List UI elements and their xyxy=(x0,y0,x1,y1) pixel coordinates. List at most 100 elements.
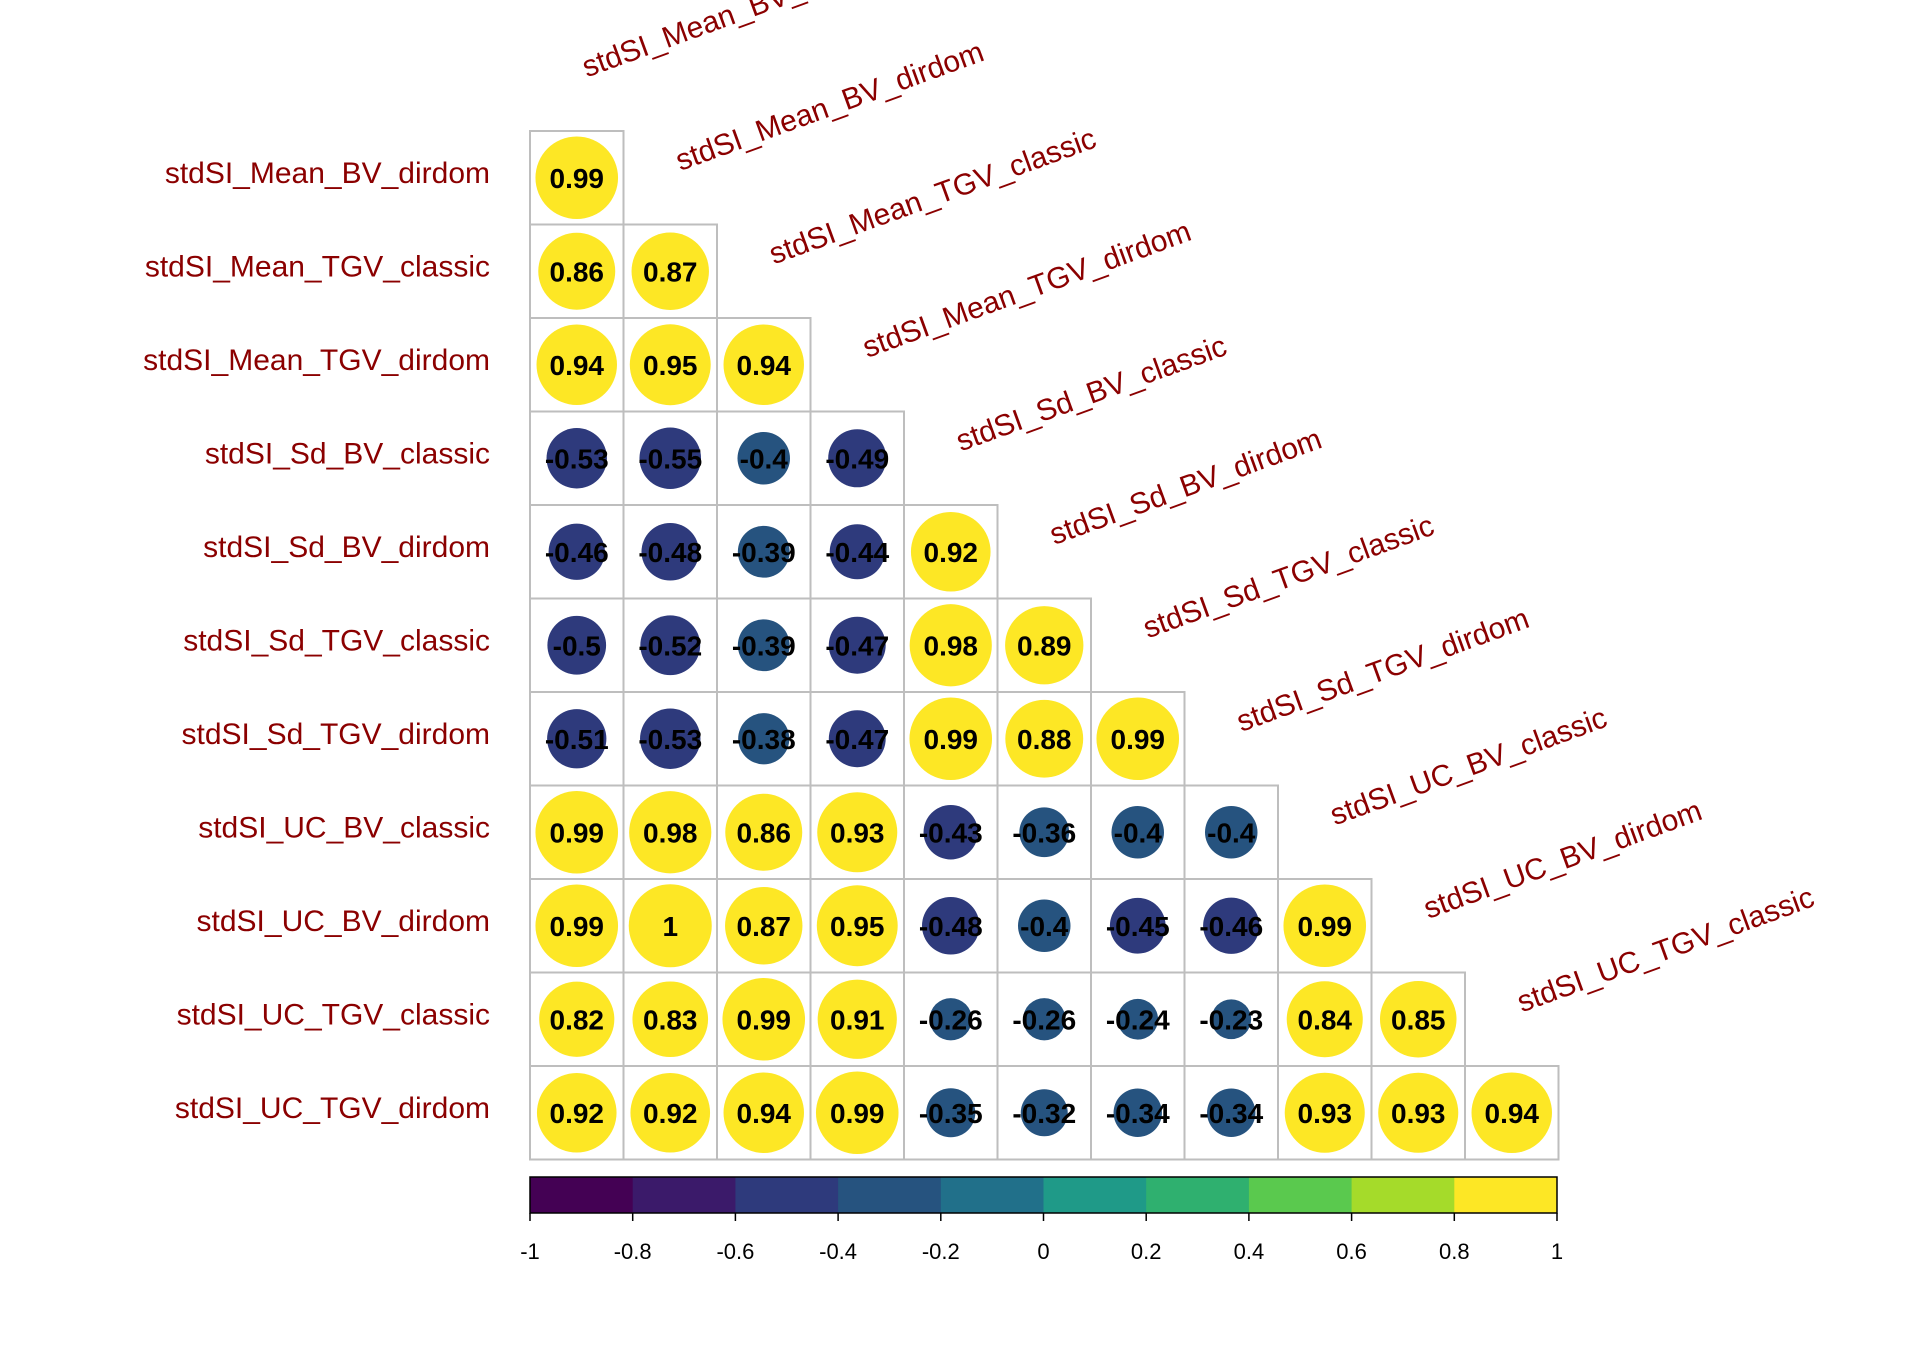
colorbar-bin xyxy=(735,1177,839,1213)
correlation-circle xyxy=(547,709,607,769)
column-label: stdSI_Mean_BV_dirdom xyxy=(671,35,988,177)
colorbar-tick-label: -0.6 xyxy=(716,1239,754,1264)
column-label: stdSI_Mean_TGV_classic xyxy=(765,122,1101,271)
correlation-value: -0.44 xyxy=(825,537,889,568)
grid-cell xyxy=(529,691,625,787)
correlation-circle xyxy=(909,697,993,781)
correlation-circle xyxy=(535,790,619,874)
correlation-circle xyxy=(909,604,992,687)
value-layer: 0.99 0.86 0.87 0.94 0.95 0.94 -0.53 -0.55 -0.4 -0… xyxy=(545,163,1540,1129)
correlation-value: 0.84 xyxy=(1298,1004,1353,1035)
correlation-value: -0.4 xyxy=(1207,817,1256,848)
correlation-value: 0.99 xyxy=(550,817,605,848)
row-label: stdSI_Mean_TGV_classic xyxy=(145,250,490,283)
correlation-value: 0.99 xyxy=(737,1004,792,1035)
correlation-circle xyxy=(1286,981,1363,1058)
colorbar-bin xyxy=(1146,1177,1250,1213)
correlation-circle xyxy=(910,511,991,592)
correlation-value: 0.95 xyxy=(643,350,698,381)
correlation-value: -0.23 xyxy=(1199,1004,1263,1035)
correlation-value: -0.39 xyxy=(732,537,796,568)
correlation-value: 1 xyxy=(662,911,678,942)
correlation-circle xyxy=(1019,807,1070,858)
row-label: stdSI_Sd_BV_dirdom xyxy=(203,531,490,564)
correlation-value: -0.47 xyxy=(825,724,889,755)
row-label: stdSI_Mean_TGV_dirdom xyxy=(143,344,490,377)
row-label: stdSI_Mean_BV_dirdom xyxy=(165,157,490,190)
colorbar-bin xyxy=(940,1177,1044,1213)
correlation-circle xyxy=(722,977,806,1061)
correlation-value: -0.34 xyxy=(1199,1098,1263,1129)
colorbar-bin xyxy=(838,1177,942,1213)
correlation-circle xyxy=(1378,1072,1459,1153)
correlation-value: 0.92 xyxy=(924,537,979,568)
correlation-value: -0.47 xyxy=(825,630,889,661)
correlation-value: -0.4 xyxy=(1114,817,1163,848)
correlation-value: 0.91 xyxy=(830,1004,885,1035)
row-label: stdSI_UC_TGV_dirdom xyxy=(175,1092,490,1125)
correlation-value: -0.26 xyxy=(919,1004,983,1035)
correlation-value: -0.46 xyxy=(1199,911,1263,942)
correlation-value: -0.51 xyxy=(545,724,609,755)
correlation-circle xyxy=(725,793,803,871)
row-label: stdSI_Sd_TGV_classic xyxy=(183,624,490,657)
correlation-value: 0.89 xyxy=(1017,630,1072,661)
colorbar-tick-label: 1 xyxy=(1551,1239,1563,1264)
correlation-value: -0.4 xyxy=(1020,911,1069,942)
correlation-value: 0.94 xyxy=(550,350,605,381)
correlation-circle xyxy=(923,805,978,860)
correlation-circle xyxy=(1111,806,1164,859)
grid-cell xyxy=(809,504,905,600)
column-label: stdSI_Sd_TGV_classic xyxy=(1139,509,1439,645)
correlation-circle xyxy=(639,427,702,490)
correlation-value: 0.94 xyxy=(1485,1098,1540,1129)
correlation-circle xyxy=(926,1088,976,1138)
correlation-circle xyxy=(535,136,619,220)
correlation-value: 0.86 xyxy=(550,256,605,287)
correlation-circle xyxy=(1109,897,1166,954)
correlation-value: 0.99 xyxy=(924,724,979,755)
correlation-circle xyxy=(1020,1089,1068,1137)
correlation-value: 0.94 xyxy=(737,350,792,381)
colorbar-tick-label: 0.6 xyxy=(1336,1239,1367,1264)
row-label: stdSI_UC_BV_classic xyxy=(198,811,490,844)
correlation-value: -0.4 xyxy=(740,443,789,474)
correlation-value: -0.48 xyxy=(638,537,702,568)
correlation-circle xyxy=(548,523,605,580)
colorbar-bin xyxy=(1043,1177,1147,1213)
correlation-circle xyxy=(1203,897,1260,954)
correlation-circle xyxy=(1283,884,1367,968)
colorbar-bin xyxy=(530,1177,634,1213)
colorbar-tick-label: -1 xyxy=(520,1239,540,1264)
row-label: stdSI_Sd_BV_classic xyxy=(205,437,490,470)
correlation-value: -0.38 xyxy=(732,724,796,755)
correlation-value: 0.94 xyxy=(737,1098,792,1129)
correlation-circle xyxy=(723,324,804,405)
correlation-circle xyxy=(921,896,980,955)
correlation-value: 0.92 xyxy=(550,1098,605,1129)
circle-layer xyxy=(535,136,1552,1155)
colorbar: -1 -0.8 -0.6 -0.4 -0.2 0 0.2 0.4 0.6 0.8 1 xyxy=(520,1176,1563,1264)
correlation-circle xyxy=(536,324,617,405)
correlation-value: 0.88 xyxy=(1017,724,1072,755)
correlation-value: -0.49 xyxy=(825,443,889,474)
correlation-value: 0.93 xyxy=(830,817,885,848)
grid-cell xyxy=(622,410,718,506)
correlation-circle xyxy=(725,887,803,965)
correlation-value: 0.92 xyxy=(643,1098,698,1129)
correlation-circle xyxy=(535,884,619,968)
colorbar-tick-label: -0.8 xyxy=(614,1239,652,1264)
correlation-value: 0.82 xyxy=(550,1004,605,1035)
column-label: stdSI_Sd_BV_dirdom xyxy=(1045,422,1326,551)
correlation-circle xyxy=(815,1071,899,1155)
colorbar-bin xyxy=(632,1177,736,1213)
correlation-value: -0.34 xyxy=(1106,1098,1170,1129)
correlation-circle xyxy=(737,619,790,672)
colorbar-tick-label: -0.4 xyxy=(819,1239,857,1264)
correlation-circle xyxy=(536,1072,617,1153)
correlation-value: 0.93 xyxy=(1391,1098,1446,1129)
correlation-circle xyxy=(538,232,616,310)
correlation-value: -0.52 xyxy=(638,630,702,661)
correlation-circle xyxy=(1379,980,1457,1058)
correlation-circle xyxy=(640,615,701,676)
